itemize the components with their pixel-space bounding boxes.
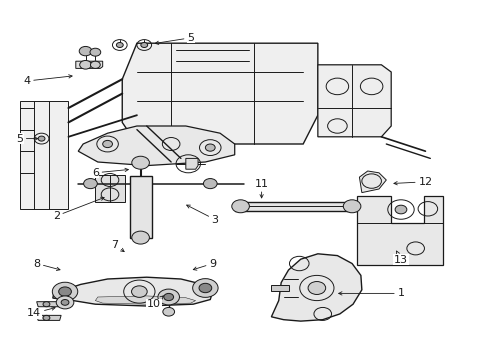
Circle shape — [56, 296, 74, 309]
Polygon shape — [95, 296, 195, 304]
Polygon shape — [95, 175, 124, 202]
Circle shape — [141, 42, 147, 48]
Circle shape — [343, 200, 360, 213]
Text: 13: 13 — [393, 251, 407, 265]
Circle shape — [132, 231, 149, 244]
Text: 11: 11 — [254, 179, 268, 198]
Circle shape — [80, 60, 91, 69]
Circle shape — [102, 140, 112, 148]
Circle shape — [394, 205, 406, 214]
Polygon shape — [271, 254, 361, 321]
Polygon shape — [129, 176, 151, 238]
Circle shape — [163, 293, 173, 301]
Text: 10: 10 — [147, 296, 163, 309]
Circle shape — [90, 61, 100, 68]
Text: 8: 8 — [33, 258, 60, 270]
Polygon shape — [317, 65, 390, 137]
Text: 4: 4 — [23, 75, 72, 86]
Circle shape — [43, 302, 50, 307]
Circle shape — [132, 156, 149, 169]
Polygon shape — [359, 171, 386, 193]
Circle shape — [59, 287, 71, 296]
Circle shape — [307, 282, 325, 294]
Polygon shape — [53, 277, 212, 306]
Polygon shape — [20, 101, 68, 209]
Text: 2: 2 — [53, 197, 104, 221]
Circle shape — [158, 289, 179, 305]
Text: 3: 3 — [186, 205, 218, 225]
Circle shape — [43, 315, 50, 320]
Circle shape — [61, 300, 69, 305]
Text: 14: 14 — [27, 307, 55, 318]
Text: 6: 6 — [92, 168, 128, 178]
Text: 7: 7 — [111, 240, 124, 252]
Polygon shape — [271, 285, 289, 291]
Text: 5: 5 — [16, 134, 38, 144]
Polygon shape — [122, 43, 317, 144]
Circle shape — [203, 179, 217, 189]
Polygon shape — [76, 61, 102, 68]
Circle shape — [116, 42, 123, 48]
Polygon shape — [78, 126, 234, 166]
Text: 9: 9 — [193, 258, 216, 270]
Text: 12: 12 — [393, 177, 431, 187]
Text: 5: 5 — [155, 33, 194, 45]
Polygon shape — [37, 302, 61, 307]
Circle shape — [231, 200, 249, 213]
Circle shape — [131, 286, 147, 297]
Circle shape — [199, 283, 211, 293]
Circle shape — [90, 48, 101, 56]
Polygon shape — [37, 315, 61, 320]
Circle shape — [79, 46, 92, 56]
Circle shape — [52, 282, 78, 301]
Polygon shape — [234, 202, 359, 211]
Circle shape — [205, 144, 215, 151]
Circle shape — [83, 179, 97, 189]
Text: 1: 1 — [338, 288, 404, 298]
Circle shape — [38, 136, 45, 141]
Polygon shape — [185, 158, 198, 169]
Circle shape — [192, 279, 218, 297]
Polygon shape — [356, 196, 442, 265]
Circle shape — [163, 307, 174, 316]
